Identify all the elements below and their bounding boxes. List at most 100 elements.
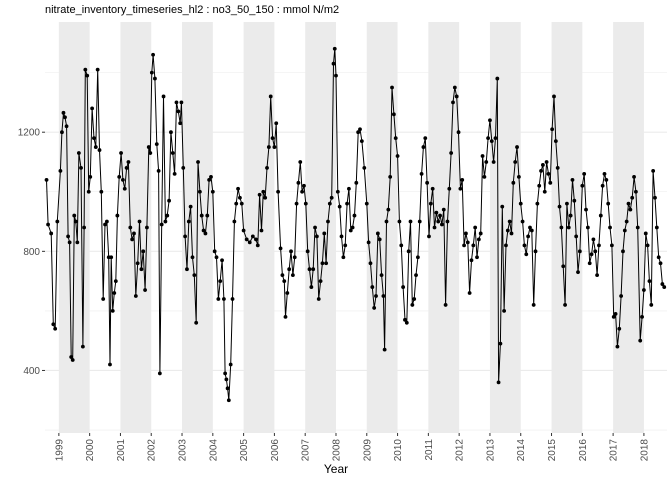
- data-point: [366, 240, 371, 245]
- data-point: [489, 139, 494, 144]
- data-point: [265, 166, 269, 170]
- data-point: [163, 219, 168, 224]
- y-tick-label: 400: [23, 366, 40, 377]
- data-point: [513, 160, 518, 164]
- data-point: [90, 106, 95, 111]
- data-point: [104, 219, 109, 224]
- data-point: [598, 213, 603, 218]
- data-point: [379, 273, 384, 278]
- y-tick-label: 800: [23, 247, 40, 258]
- data-point: [305, 249, 310, 254]
- data-point: [544, 160, 549, 164]
- data-point: [656, 255, 661, 260]
- data-point: [67, 240, 72, 245]
- data-point: [384, 219, 389, 224]
- x-tick-label: 2018: [639, 439, 650, 462]
- data-point: [606, 201, 611, 206]
- data-point: [539, 169, 543, 173]
- x-tick-label: 2010: [393, 439, 404, 462]
- data-point: [362, 166, 367, 170]
- data-point: [92, 136, 96, 141]
- x-tick-label: 2004: [208, 439, 219, 462]
- data-point: [634, 189, 638, 194]
- data-point: [524, 252, 529, 257]
- data-point: [117, 174, 122, 179]
- data-point: [591, 237, 596, 242]
- data-point: [401, 285, 406, 289]
- data-point: [577, 249, 582, 254]
- data-point: [203, 231, 208, 236]
- data-point: [93, 145, 98, 149]
- data-point: [404, 320, 409, 325]
- data-point: [471, 243, 476, 248]
- data-point: [128, 225, 133, 230]
- data-point: [518, 201, 523, 206]
- data-point: [546, 171, 551, 176]
- data-point: [205, 213, 210, 218]
- data-point: [456, 130, 461, 135]
- data-point: [274, 121, 279, 126]
- data-point: [520, 219, 525, 224]
- data-point: [568, 213, 573, 218]
- data-point: [589, 252, 594, 257]
- data-point: [531, 303, 536, 307]
- data-point: [259, 228, 264, 233]
- data-point: [137, 219, 142, 224]
- data-point: [60, 130, 64, 135]
- data-point: [421, 145, 426, 149]
- x-tick-label: 2015: [547, 439, 558, 462]
- data-point: [621, 249, 625, 254]
- data-point: [522, 243, 527, 248]
- data-point: [161, 94, 166, 99]
- x-tick-label: 2007: [301, 439, 312, 462]
- data-point: [484, 160, 489, 164]
- data-point: [454, 94, 459, 99]
- data-point: [55, 219, 60, 224]
- data-point: [303, 201, 308, 206]
- data-point: [460, 177, 465, 182]
- data-point: [268, 94, 273, 99]
- data-point: [326, 219, 330, 224]
- data-point: [628, 207, 633, 212]
- data-point: [425, 180, 430, 185]
- data-point: [469, 258, 474, 263]
- data-point: [358, 127, 362, 132]
- data-point: [156, 169, 161, 173]
- x-tick-label: 2003: [178, 439, 189, 462]
- data-point: [282, 279, 287, 284]
- data-point: [212, 249, 217, 254]
- data-point: [337, 204, 342, 209]
- data-point: [222, 297, 226, 301]
- data-point: [559, 225, 564, 230]
- data-point: [230, 297, 235, 301]
- data-point: [110, 308, 115, 313]
- data-point: [391, 112, 396, 117]
- data-point: [482, 174, 487, 179]
- data-point: [236, 186, 240, 191]
- data-point: [415, 255, 420, 260]
- data-point: [250, 234, 255, 239]
- data-point: [617, 326, 622, 331]
- data-point: [476, 237, 481, 242]
- data-point: [563, 303, 567, 307]
- data-point: [146, 145, 151, 149]
- data-point: [478, 231, 483, 236]
- data-point: [210, 189, 215, 194]
- data-point: [225, 386, 230, 391]
- data-point: [183, 234, 188, 239]
- data-point: [609, 243, 614, 248]
- data-point: [97, 148, 102, 152]
- data-point: [388, 174, 393, 179]
- data-point: [465, 240, 470, 245]
- x-axis: 1999 2000 2001 2002 2003 2004 2005 2006 2007 2008…: [54, 433, 650, 461]
- year-band-4: [305, 22, 336, 433]
- x-tick-label: 2001: [116, 439, 127, 462]
- data-point: [103, 222, 107, 227]
- data-point: [157, 371, 162, 376]
- data-point: [178, 121, 183, 126]
- data-point: [329, 195, 334, 200]
- data-point: [430, 186, 435, 191]
- data-point: [139, 267, 144, 272]
- data-point: [79, 166, 83, 170]
- data-point: [257, 192, 262, 197]
